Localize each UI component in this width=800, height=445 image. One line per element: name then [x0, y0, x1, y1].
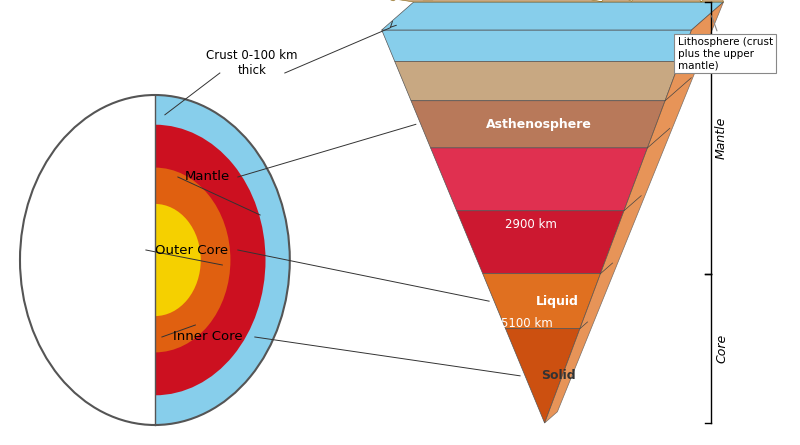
Ellipse shape: [20, 95, 290, 425]
Ellipse shape: [20, 95, 290, 425]
Polygon shape: [382, 30, 691, 61]
Ellipse shape: [79, 168, 230, 352]
Polygon shape: [70, 158, 155, 362]
Text: Lithosphere (crust
plus the upper
mantle): Lithosphere (crust plus the upper mantle…: [678, 16, 773, 70]
Polygon shape: [382, 2, 723, 30]
Polygon shape: [10, 85, 155, 435]
Ellipse shape: [44, 125, 266, 395]
Polygon shape: [394, 61, 680, 101]
Text: 2900 km: 2900 km: [505, 218, 557, 231]
Polygon shape: [430, 148, 647, 211]
Wedge shape: [155, 150, 266, 371]
Polygon shape: [99, 194, 155, 326]
Text: Inner Core: Inner Core: [173, 331, 242, 344]
Ellipse shape: [44, 125, 266, 395]
Text: Mantle: Mantle: [715, 117, 728, 159]
Ellipse shape: [44, 125, 266, 395]
Wedge shape: [155, 184, 230, 336]
Ellipse shape: [109, 204, 201, 316]
Polygon shape: [34, 115, 155, 405]
Ellipse shape: [98, 166, 156, 250]
Ellipse shape: [89, 282, 138, 354]
Ellipse shape: [20, 95, 290, 425]
Polygon shape: [155, 85, 300, 435]
Ellipse shape: [89, 282, 138, 354]
Polygon shape: [34, 115, 155, 405]
Text: Mantle: Mantle: [186, 170, 230, 183]
Polygon shape: [545, 2, 723, 423]
Ellipse shape: [109, 204, 201, 316]
Text: 5100 km: 5100 km: [502, 317, 553, 330]
Ellipse shape: [109, 204, 201, 316]
Text: Asthenosphere: Asthenosphere: [486, 118, 591, 131]
Polygon shape: [411, 101, 665, 148]
Polygon shape: [99, 194, 155, 326]
Polygon shape: [506, 329, 580, 423]
Wedge shape: [155, 214, 201, 306]
Polygon shape: [457, 211, 624, 274]
Polygon shape: [482, 274, 601, 329]
Ellipse shape: [79, 168, 230, 352]
Text: Outer Core: Outer Core: [155, 243, 229, 256]
Polygon shape: [10, 85, 155, 435]
Text: Core: Core: [715, 334, 728, 363]
Text: Solid: Solid: [542, 369, 576, 382]
Ellipse shape: [109, 204, 201, 316]
Ellipse shape: [44, 125, 266, 395]
Text: Liquid: Liquid: [536, 295, 578, 307]
Text: Crust 0-100 km
thick: Crust 0-100 km thick: [206, 49, 298, 77]
Ellipse shape: [79, 168, 230, 352]
Polygon shape: [70, 158, 155, 362]
Ellipse shape: [89, 282, 138, 354]
Polygon shape: [383, 0, 723, 2]
Ellipse shape: [98, 166, 156, 250]
Ellipse shape: [98, 166, 156, 250]
Ellipse shape: [20, 95, 290, 425]
Polygon shape: [10, 85, 155, 435]
Ellipse shape: [79, 168, 230, 352]
